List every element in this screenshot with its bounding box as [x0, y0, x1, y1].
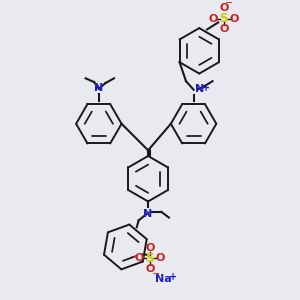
Text: O: O	[156, 253, 165, 263]
Text: S: S	[146, 252, 154, 265]
Text: O: O	[145, 264, 155, 274]
Text: +: +	[169, 272, 177, 282]
Text: S: S	[219, 12, 228, 25]
Text: N: N	[94, 83, 104, 94]
Text: O: O	[230, 14, 239, 24]
Text: O: O	[219, 24, 229, 34]
Text: Na: Na	[155, 274, 172, 284]
Text: O: O	[135, 253, 144, 263]
Text: −: −	[225, 0, 233, 8]
Text: −: −	[152, 269, 160, 279]
Text: O: O	[209, 14, 218, 24]
Text: N: N	[143, 209, 153, 219]
Text: +: +	[202, 83, 210, 94]
Text: O: O	[145, 243, 155, 253]
Text: O: O	[219, 3, 229, 13]
Text: −: −	[130, 252, 138, 262]
Text: N: N	[196, 84, 205, 94]
